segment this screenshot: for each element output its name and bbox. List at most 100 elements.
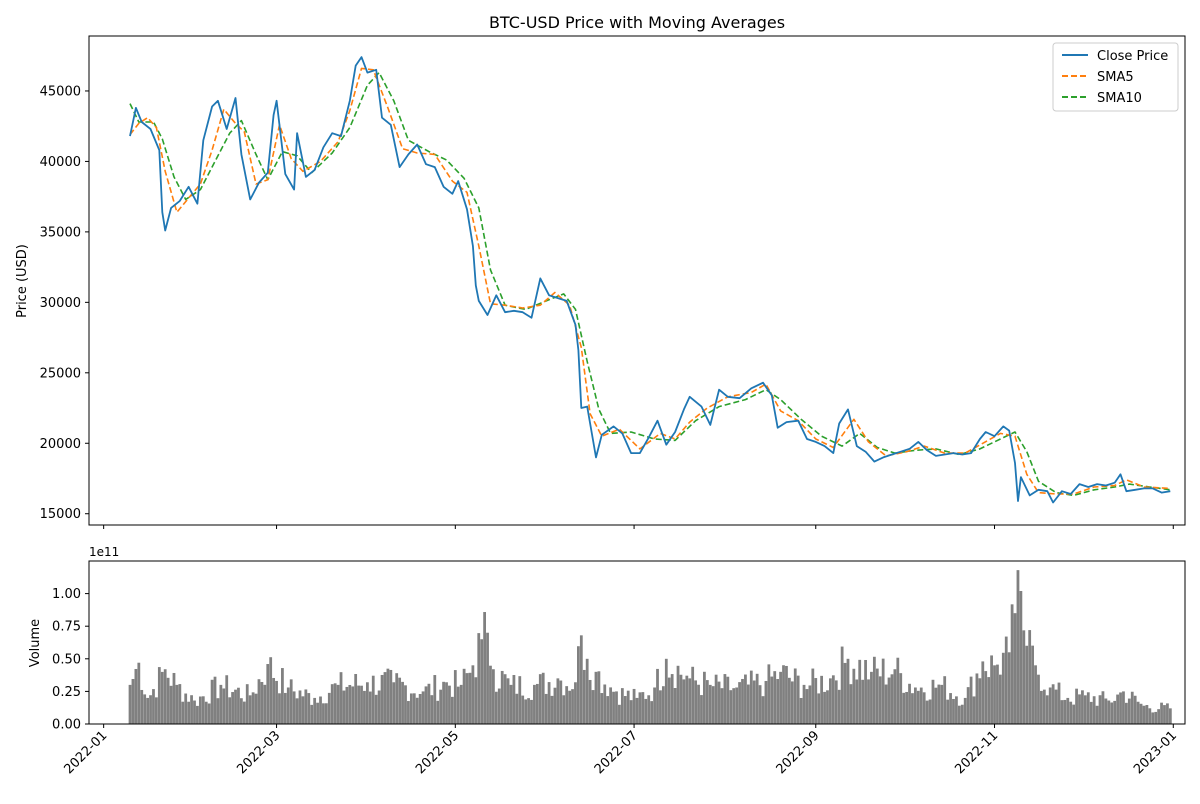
volume-bar xyxy=(562,695,566,724)
volume-bar xyxy=(1019,590,1023,724)
volume-bar xyxy=(383,672,387,724)
volume-bar xyxy=(996,664,999,724)
volume-bar xyxy=(515,693,519,724)
volume-bar xyxy=(345,686,349,724)
volume-bar xyxy=(251,692,255,724)
volume-bar xyxy=(993,665,996,724)
volume-bar xyxy=(697,684,700,724)
volume-bar xyxy=(324,703,328,724)
volume-bar xyxy=(544,693,548,724)
volume-bar xyxy=(582,669,586,724)
volume-bar xyxy=(292,691,296,724)
volume-bar xyxy=(480,639,484,724)
volume-bar xyxy=(811,668,815,724)
volume-bar xyxy=(339,672,343,724)
volume-bar xyxy=(700,695,703,724)
volume-bar xyxy=(207,703,211,724)
volume-bar xyxy=(477,633,481,724)
volume-bar xyxy=(1151,712,1155,724)
volume-bar xyxy=(577,646,580,724)
volume-bar xyxy=(1163,705,1166,724)
volume-bar xyxy=(222,688,226,724)
volume-bar xyxy=(705,680,709,724)
volume-bar xyxy=(776,679,780,724)
volume-bar xyxy=(661,686,665,724)
volume-bar xyxy=(483,612,486,724)
volume-bar xyxy=(1081,690,1084,724)
volume-y-tick-label: 0.25 xyxy=(52,685,81,700)
volume-bar xyxy=(1160,702,1163,724)
price-y-tick-label: 15000 xyxy=(40,507,81,522)
volume-bar xyxy=(146,697,149,724)
volume-bar xyxy=(872,656,876,724)
volume-bar xyxy=(717,681,721,724)
volume-bar xyxy=(1001,652,1005,724)
volume-bar xyxy=(673,688,677,724)
volume-bar xyxy=(1054,689,1058,724)
volume-bar xyxy=(418,694,422,724)
volume-y-tick-label: 0.50 xyxy=(52,652,81,667)
volume-bar xyxy=(1133,695,1137,724)
volume-bar xyxy=(884,684,888,724)
volume-bar xyxy=(248,695,252,724)
volume-bar xyxy=(1034,665,1037,724)
volume-bar xyxy=(245,684,249,724)
volume-bar xyxy=(527,698,530,724)
volume-bar xyxy=(307,693,311,724)
volume-bar xyxy=(1142,705,1146,724)
volume-bar xyxy=(799,697,803,724)
volume-bar xyxy=(430,695,434,724)
volume-bar xyxy=(603,684,607,724)
volume-bar xyxy=(448,685,451,724)
volume-bar xyxy=(931,679,935,724)
volume-bar xyxy=(1028,630,1032,724)
volume-bar xyxy=(793,668,797,724)
volume-bar xyxy=(275,680,278,724)
volume-bar xyxy=(237,687,240,724)
volume-bar xyxy=(752,680,756,724)
volume-bar xyxy=(401,681,404,724)
volume-bar xyxy=(761,696,765,724)
volume-bar xyxy=(386,668,390,724)
volume-bar xyxy=(606,696,610,724)
volume-bar xyxy=(433,675,437,724)
volume-bar xyxy=(893,669,897,724)
volume-bar xyxy=(421,691,425,724)
volume-bar xyxy=(682,679,686,724)
volume-bar xyxy=(741,678,744,724)
volume-bar xyxy=(198,696,202,724)
volume-bar xyxy=(905,691,908,724)
volume-bar xyxy=(711,686,715,724)
volume-bar xyxy=(503,674,507,724)
volume-bar xyxy=(831,675,835,724)
volume-bar xyxy=(787,677,791,724)
volume-bar xyxy=(471,665,475,724)
volume-bar xyxy=(1004,636,1008,724)
volume-bar xyxy=(714,674,718,724)
volume-bar xyxy=(1148,708,1152,724)
volume-y-ticks: 0.00 0.25 0.50 0.75 1.00 xyxy=(52,587,89,733)
legend-sma10-label: SMA10 xyxy=(1097,91,1142,106)
volume-bar xyxy=(1066,697,1070,724)
volume-bar xyxy=(1086,692,1090,724)
volume-bar xyxy=(829,678,832,724)
volume-bar xyxy=(770,676,774,724)
volume-bar xyxy=(1063,699,1067,724)
volume-bar xyxy=(952,698,955,724)
volume-bar xyxy=(1072,704,1076,724)
volume-bar xyxy=(389,669,393,724)
volume-bar xyxy=(1051,684,1055,724)
volume-bar xyxy=(609,687,613,724)
volume-bar xyxy=(404,685,407,724)
volume-bar xyxy=(949,693,952,724)
volume-bar xyxy=(1083,695,1087,724)
volume-bar xyxy=(618,704,621,724)
volume-bar xyxy=(1145,705,1149,724)
volume-bar xyxy=(342,690,346,724)
volume-bar xyxy=(574,682,577,724)
volume-bar xyxy=(1107,700,1111,724)
volume-y-tick-label: 1.00 xyxy=(52,587,81,602)
volume-bar xyxy=(278,693,281,724)
volume-bar xyxy=(351,686,355,724)
